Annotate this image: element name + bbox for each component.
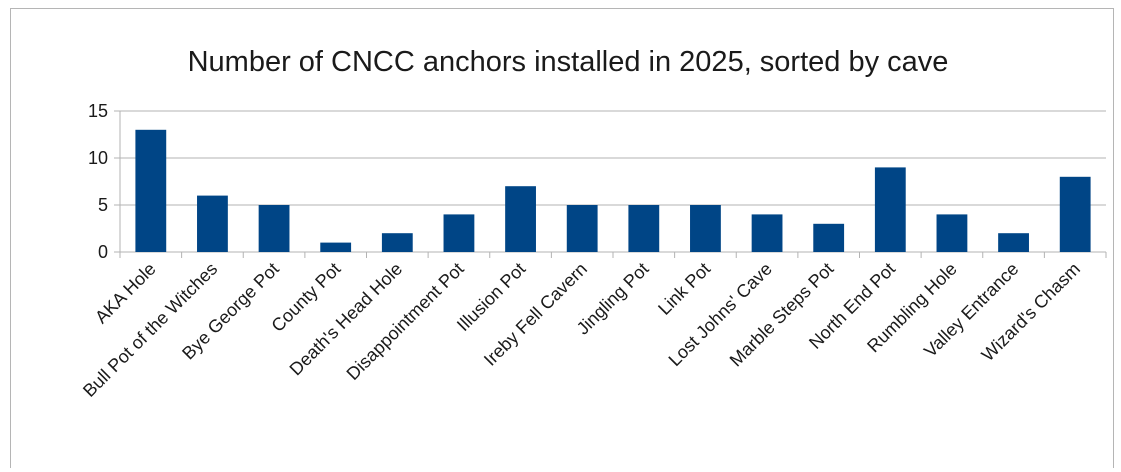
x-category-label: Death's Head Hole [286, 259, 407, 380]
bar [258, 205, 290, 252]
chart-frame [10, 8, 1114, 468]
bar [135, 129, 167, 252]
bar [998, 233, 1029, 252]
bar [566, 205, 598, 252]
bar [443, 214, 475, 252]
bar [751, 214, 783, 252]
bar [1059, 176, 1091, 252]
y-tick-label: 5 [98, 195, 108, 215]
bar [874, 167, 906, 252]
chart-title: Number of CNCC anchors installed in 2025… [188, 46, 949, 78]
bar [628, 205, 660, 252]
bar [505, 186, 536, 252]
bar [197, 195, 228, 252]
y-tick-label: 15 [88, 101, 108, 121]
x-category-label: Link Pot [654, 259, 714, 319]
y-tick-label: 10 [88, 148, 108, 168]
y-tick-label: 0 [98, 242, 108, 262]
y-axis-ticks: 0 5 10 15 [88, 101, 108, 262]
axes [119, 111, 1107, 258]
x-category-label: Marble Steps Pot [726, 259, 838, 371]
x-category-label: Lost Johns' Cave [665, 259, 776, 370]
bar [690, 205, 721, 252]
bar [813, 223, 845, 252]
x-category-label: Disappointment Pot [343, 259, 468, 384]
bars [135, 129, 1091, 252]
bar [320, 242, 352, 252]
bar [936, 214, 968, 252]
bar [381, 233, 413, 252]
x-category-label: Ireby Fell Cavern [480, 259, 591, 370]
